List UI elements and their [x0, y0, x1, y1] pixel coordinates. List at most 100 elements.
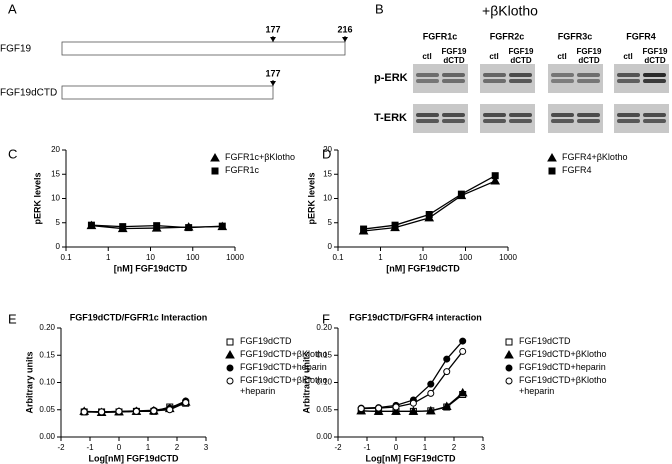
band	[643, 113, 666, 117]
y-tick-label: 0.20	[316, 323, 332, 332]
legend-marker	[210, 152, 220, 162]
legend-marker	[548, 167, 556, 175]
legend-marker	[226, 364, 234, 372]
marker	[490, 176, 501, 185]
marker-arrow	[342, 37, 348, 42]
marker	[491, 172, 499, 180]
marker	[218, 222, 226, 230]
y-tick-label: 15	[51, 169, 60, 178]
band	[416, 113, 439, 117]
marker	[119, 223, 127, 231]
marker	[459, 347, 467, 355]
band	[483, 79, 506, 83]
band	[442, 113, 465, 117]
lane-label: ctl	[489, 52, 498, 61]
panel-label: E	[8, 311, 17, 326]
x-axis-label: Log[nM] FGF19dCTD	[89, 453, 179, 463]
band	[617, 119, 640, 123]
marker-label: 216	[337, 24, 352, 34]
legend-label: FGF19dCTD+βKlotho	[519, 349, 606, 359]
group-label: FGFR3c	[558, 31, 593, 41]
y-tick-label: 0	[56, 242, 61, 251]
marker	[185, 224, 193, 232]
marker	[357, 405, 365, 413]
y-axis-label: pERK levels	[306, 172, 316, 224]
marker	[115, 407, 123, 415]
x-axis-label: [nM] FGF19dCTD	[386, 263, 460, 273]
y-tick-label: 0.10	[316, 378, 332, 387]
marker	[132, 407, 140, 415]
x-tick-label: 2	[452, 443, 457, 452]
x-tick-label: 0	[117, 443, 122, 452]
x-tick-label: -2	[334, 443, 342, 452]
legend-marker	[547, 152, 557, 162]
chart-title: FGF19dCTD/FGFR1c Interaction	[70, 312, 208, 322]
marker-arrow	[270, 81, 276, 86]
band	[643, 119, 666, 123]
marker	[153, 222, 161, 230]
marker	[392, 403, 400, 411]
panel-label: B	[375, 1, 384, 16]
construct-name: FGF19dCTD	[0, 88, 57, 99]
x-tick-label: 1000	[226, 253, 244, 262]
band	[509, 119, 532, 123]
y-tick-label: 0.00	[316, 432, 332, 441]
marker	[441, 401, 452, 410]
x-tick-label: 3	[481, 443, 486, 452]
band	[551, 119, 574, 123]
x-tick-label: 2	[175, 443, 180, 452]
marker-arrow	[270, 37, 276, 42]
marker-label: 177	[265, 24, 280, 34]
legend-label: FGF19dCTD	[519, 336, 571, 346]
legend-label: FGFR4	[562, 165, 592, 175]
x-tick-label: 1	[423, 443, 428, 452]
band	[577, 73, 600, 77]
series-line	[363, 180, 496, 232]
marker	[427, 389, 435, 397]
y-tick-label: 0.00	[39, 432, 55, 441]
x-axis-label: [nM] FGF19dCTD	[114, 263, 188, 273]
legend-marker	[225, 349, 235, 359]
band	[416, 73, 439, 77]
y-tick-label: 0.15	[316, 350, 332, 359]
marker	[98, 408, 106, 416]
y-tick-label: 5	[328, 218, 333, 227]
y-axis-label: Arbitrary units	[301, 351, 311, 413]
marker	[80, 408, 88, 416]
band	[416, 119, 439, 123]
y-tick-label: 0.05	[316, 405, 332, 414]
y-tick-label: 20	[323, 145, 332, 154]
x-tick-label: -1	[86, 443, 94, 452]
marker	[443, 368, 451, 376]
band	[617, 113, 640, 117]
panel-label: A	[8, 1, 17, 16]
legend-marker	[211, 167, 219, 175]
marker	[182, 399, 190, 407]
band	[643, 73, 666, 77]
x-tick-label: 100	[459, 253, 473, 262]
marker	[391, 221, 399, 229]
y-axis-label: Arbitrary units	[24, 351, 34, 413]
band	[442, 79, 465, 83]
group-label: FGFR2c	[490, 31, 525, 41]
legend-label: FGFR1c+βKlotho	[225, 152, 295, 162]
legend-label: FGF19dCTD	[240, 336, 292, 346]
marker-label: 177	[265, 68, 280, 78]
construct-bar	[61, 85, 274, 100]
marker	[457, 190, 465, 198]
marker	[166, 406, 174, 414]
legend-marker	[504, 349, 514, 359]
x-tick-label: 10	[419, 253, 428, 262]
construct-name: FGF19	[0, 44, 32, 55]
band	[577, 79, 600, 83]
x-tick-label: 0.1	[332, 253, 344, 262]
y-axis-label: pERK levels	[32, 172, 42, 224]
blot	[413, 64, 468, 93]
lane-label: ctl	[557, 52, 566, 61]
lane-label: ctl	[623, 52, 632, 61]
band	[577, 119, 600, 123]
band	[442, 73, 465, 77]
band	[509, 73, 532, 77]
marker	[459, 337, 467, 345]
